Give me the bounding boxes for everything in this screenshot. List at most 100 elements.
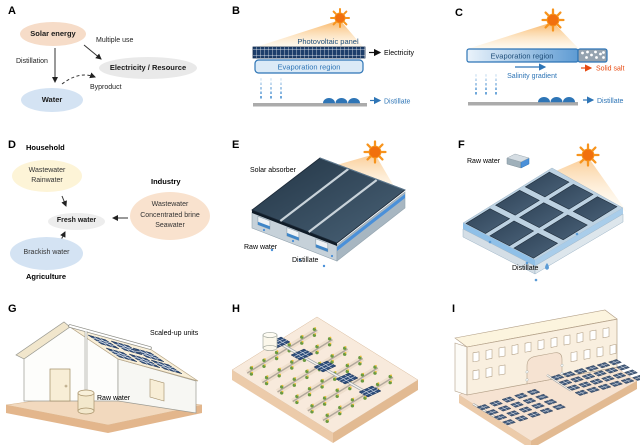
droplet-dots: [488, 232, 579, 282]
salinity-gradient-label: Salinity gradient: [507, 73, 557, 80]
household-ellipse: Wastewater Rainwater: [12, 160, 82, 192]
panel-i-diagram: [454, 309, 640, 445]
water-tank: [262, 332, 278, 351]
panel-g: G: [0, 295, 220, 445]
arrow-household-freshwater: [61, 195, 67, 207]
panel-g-label: G: [8, 303, 17, 315]
collector-plate: [253, 103, 367, 107]
pv-panel-label: Photovoltaic panel: [297, 37, 359, 46]
distillate-label: Distillate: [512, 265, 539, 272]
node-water-label: Water: [41, 95, 63, 105]
panel-a: A Solar energy Electricity / Resource Wa…: [0, 0, 220, 130]
edge-label-byproduct: Byproduct: [90, 84, 122, 91]
panel-h-diagram: [231, 316, 419, 443]
water-edge-left: [463, 223, 535, 266]
panel-g-diagram: Scaled-up units Raw water: [5, 321, 203, 433]
distillate-label: Distillate: [384, 99, 411, 106]
node-electricity-resource-label: Electricity / Resource: [109, 63, 187, 73]
sun-icon: [576, 143, 600, 167]
agriculture-item: Brackish water: [23, 249, 70, 257]
array-pipe-right: [546, 374, 572, 392]
scaled-up-units-label: Scaled-up units: [150, 330, 199, 337]
water-edge-right: [535, 208, 623, 266]
array-pipe-left: [472, 403, 499, 420]
agriculture-ellipse: Brackish water: [10, 237, 83, 270]
panel-d-label: D: [8, 139, 16, 151]
solid-salt-label: Solid salt: [596, 66, 624, 73]
panel-e-label: E: [232, 139, 240, 151]
panel-b: B Photovoltaic panel: [220, 0, 435, 130]
panel-h: H: [220, 295, 435, 445]
arch-pipes: [525, 363, 564, 382]
panel-c: C Evaporation region: [435, 0, 640, 130]
droplet-dots: [262, 228, 334, 268]
panel-c-diagram: Evaporation region Salinity gradient Sol…: [466, 8, 624, 106]
collector-plate: [468, 102, 578, 106]
edge-label-distillation: Distillation: [16, 58, 48, 65]
industry-ellipse: Wastewater Concentrated brine Seawater: [130, 192, 210, 240]
panel-e: E: [220, 130, 435, 295]
panel-i: I: [435, 295, 640, 445]
panel-a-label: A: [8, 5, 16, 17]
sun-icon: [363, 140, 387, 164]
solid-salt-zone: [577, 48, 608, 63]
panel-b-diagram: Photovoltaic panel Electricity Evaporati…: [252, 7, 414, 107]
absorber-edge: [252, 210, 337, 246]
household-item: Rainwater: [31, 177, 63, 184]
sunbeam: [549, 157, 627, 212]
panel-b-label: B: [232, 5, 240, 17]
distillate-label: Distillate: [597, 98, 624, 105]
field-side-left: [232, 370, 333, 443]
industry-item: Seawater: [155, 222, 185, 230]
distillate-label: Distillate: [292, 257, 319, 264]
node-electricity-resource: Electricity / Resource: [99, 57, 197, 79]
raw-water-inlet: [506, 153, 530, 169]
absorber-back-edge: [319, 157, 406, 191]
raw-water-label: Raw water: [244, 244, 278, 251]
panel-h-label: H: [232, 303, 240, 315]
node-solar-energy: Solar energy: [20, 22, 86, 46]
panel-f-diagram: Raw water Distillate: [462, 143, 627, 282]
rooftop-units: [68, 324, 183, 375]
household-item: Wastewater: [28, 166, 66, 174]
node-water: Water: [21, 88, 83, 112]
basin-right-face: [534, 213, 624, 275]
droplet-icon: [545, 263, 549, 270]
raw-water-channels: [257, 215, 329, 253]
photovoltaic-panel: [252, 46, 366, 59]
sun-icon: [541, 8, 565, 32]
evaporation-region-label: Evaporation region: [491, 52, 554, 61]
industry-item: Concentrated brine: [140, 211, 200, 219]
panel-c-label: C: [455, 7, 463, 19]
distillate-droplets: [538, 97, 575, 103]
evaporation-region-label: Evaporation region: [278, 63, 341, 72]
panel-f-label: F: [458, 139, 465, 151]
arrow-byproduct: [61, 72, 96, 85]
courtyard-side-right: [531, 381, 637, 445]
raw-water-label: Raw water: [97, 395, 131, 402]
building-end-wall: [454, 342, 468, 396]
ground-platform-side: [6, 405, 202, 433]
solar-absorber-label: Solar absorber: [250, 167, 297, 174]
crop-rows: [245, 327, 395, 423]
industry-title: Industry: [151, 177, 181, 186]
sunbeam: [467, 22, 579, 49]
vapor-icon: [475, 74, 497, 95]
sun-icon: [329, 7, 351, 29]
panel-e-diagram: Solar absorber Raw water Distillate: [244, 140, 406, 268]
industry-item: Wastewater: [151, 201, 189, 209]
distillate-droplets: [323, 97, 360, 104]
raw-water-barrel: [77, 389, 95, 415]
panel-f: F: [435, 130, 640, 295]
panel-d: D Household Wastewater Rainwater Industr…: [0, 130, 220, 295]
absorber-stripe: [308, 179, 378, 233]
window: [149, 378, 165, 402]
building-windows: [472, 327, 617, 381]
panel-a-arrows: [52, 44, 102, 85]
absorber-stripe: [279, 168, 349, 222]
door: [49, 368, 71, 402]
freshwater-label: Fresh water: [56, 217, 97, 225]
water-edge: [337, 194, 405, 251]
arrow-multiple-use: [83, 44, 102, 60]
panel-i-label: I: [452, 303, 456, 315]
